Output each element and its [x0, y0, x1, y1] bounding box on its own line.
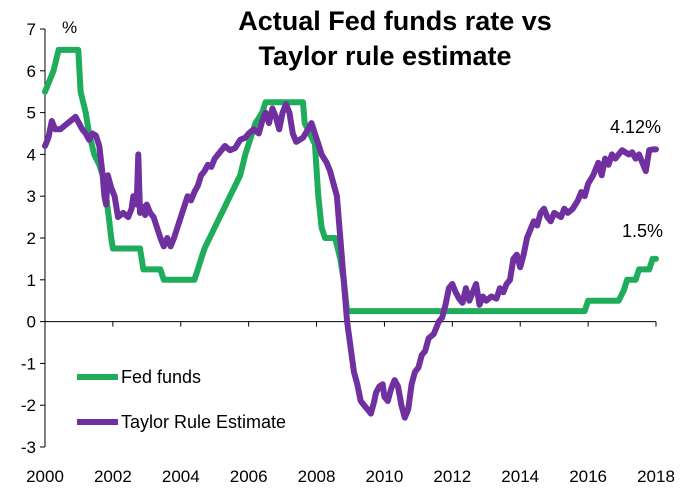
y-tick-label: 0 — [27, 313, 36, 332]
y-tick-label: 1 — [27, 271, 36, 290]
x-tick-label: 2000 — [26, 467, 64, 486]
y-tick-label: 6 — [27, 62, 36, 81]
axes-layer: -3 -2 -1 0 1 2 3 4 5 6 7 2000 2002 2004 2006 2008 2010 20… — [21, 20, 675, 486]
x-tick-label: 2008 — [298, 467, 336, 486]
x-tick-label: 2006 — [230, 467, 268, 486]
y-tick-label: -2 — [21, 396, 36, 415]
value-annotation: 1.5% — [622, 221, 663, 241]
y-axis-unit-label: % — [62, 18, 77, 37]
y-tick-label: 5 — [27, 104, 36, 123]
legend: Fed funds Taylor Rule Estimate — [77, 367, 286, 432]
y-tick-label: -1 — [21, 354, 36, 373]
chart-title-line-2: Taylor rule estimate — [258, 41, 511, 71]
legend-label: Fed funds — [121, 367, 201, 387]
x-tick-label: 2010 — [366, 467, 404, 486]
value-annotation: 4.12% — [610, 117, 661, 137]
series-layer — [42, 46, 659, 421]
y-tick-label: 2 — [27, 229, 36, 248]
chart-title-line-1: Actual Fed funds rate vs — [238, 6, 552, 36]
y-tick-label: 3 — [27, 187, 36, 206]
x-tick-label: 2004 — [162, 467, 200, 486]
x-tick-label: 2018 — [637, 467, 675, 486]
legend-label: Taylor Rule Estimate — [121, 412, 286, 432]
y-tick-label: 7 — [27, 20, 36, 39]
x-tick-label: 2014 — [501, 467, 539, 486]
y-tick-label: -3 — [21, 438, 36, 457]
x-tick-label: 2012 — [433, 467, 471, 486]
y-tick-label: 4 — [27, 145, 36, 164]
x-tick-label: 2016 — [569, 467, 607, 486]
series-line-1 — [42, 101, 659, 421]
annotations: 4.12% 1.5% — [610, 117, 663, 241]
x-tick-label: 2002 — [94, 467, 132, 486]
